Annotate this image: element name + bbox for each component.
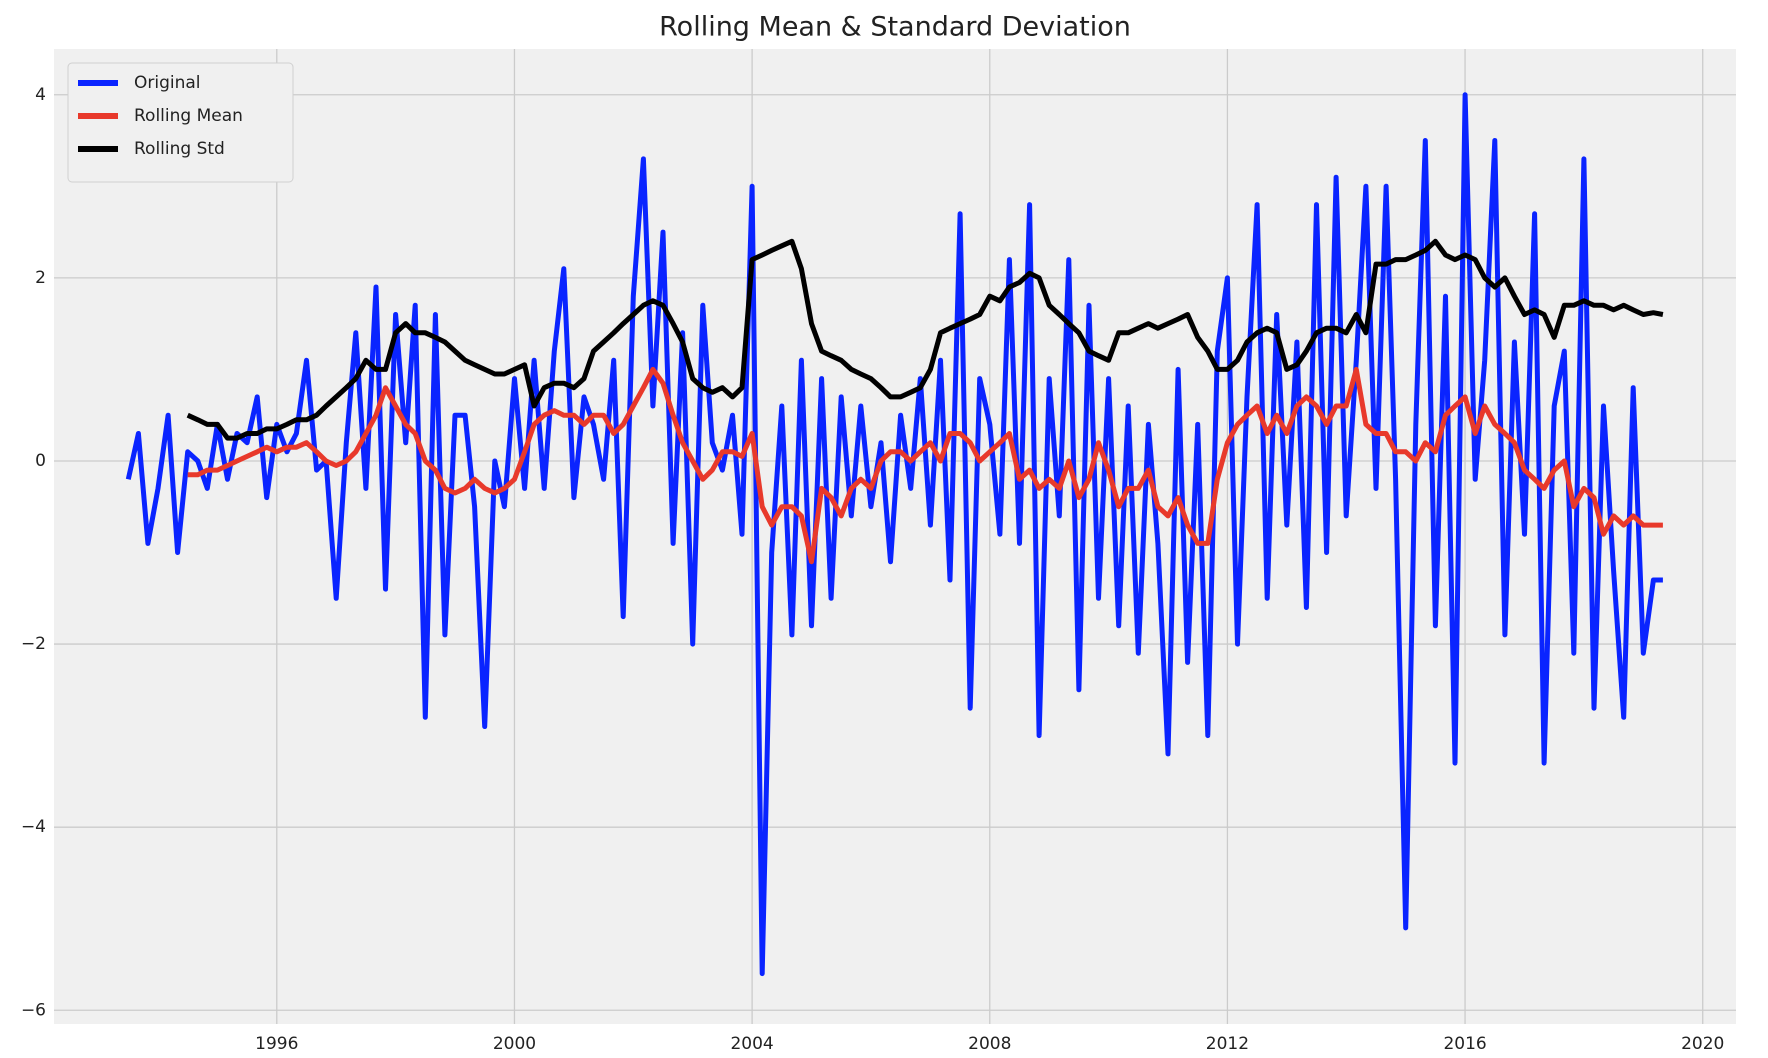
y-tick-label: −6: [21, 1000, 46, 1020]
legend-label: Rolling Mean: [134, 106, 243, 126]
y-tick-label: 4: [35, 85, 46, 105]
legend-label: Original: [134, 73, 201, 93]
y-tick-label: 0: [35, 451, 46, 471]
chart-title: Rolling Mean & Standard Deviation: [659, 12, 1131, 43]
y-tick-label: 2: [35, 268, 46, 288]
series-line: [187, 366, 1663, 565]
y-tick-label: −4: [21, 817, 46, 837]
series-line: [125, 92, 1663, 977]
x-tick-label: 2020: [1681, 1034, 1724, 1054]
x-tick-label: 2000: [493, 1034, 536, 1054]
series-line: [186, 238, 1664, 441]
x-tick-label: 2012: [1206, 1034, 1249, 1054]
x-tick-label: 2016: [1443, 1034, 1486, 1054]
x-tick-label: 2004: [730, 1034, 773, 1054]
legend-box: [67, 62, 294, 183]
x-tick-label: 1996: [255, 1034, 298, 1054]
legend-label: Rolling Std: [134, 139, 225, 159]
legend: Original Rolling Mean Rolling Std: [67, 62, 294, 183]
x-tick-label: 2008: [968, 1034, 1011, 1054]
plot-area: [54, 49, 1736, 1024]
y-tick-label: −2: [21, 634, 46, 654]
